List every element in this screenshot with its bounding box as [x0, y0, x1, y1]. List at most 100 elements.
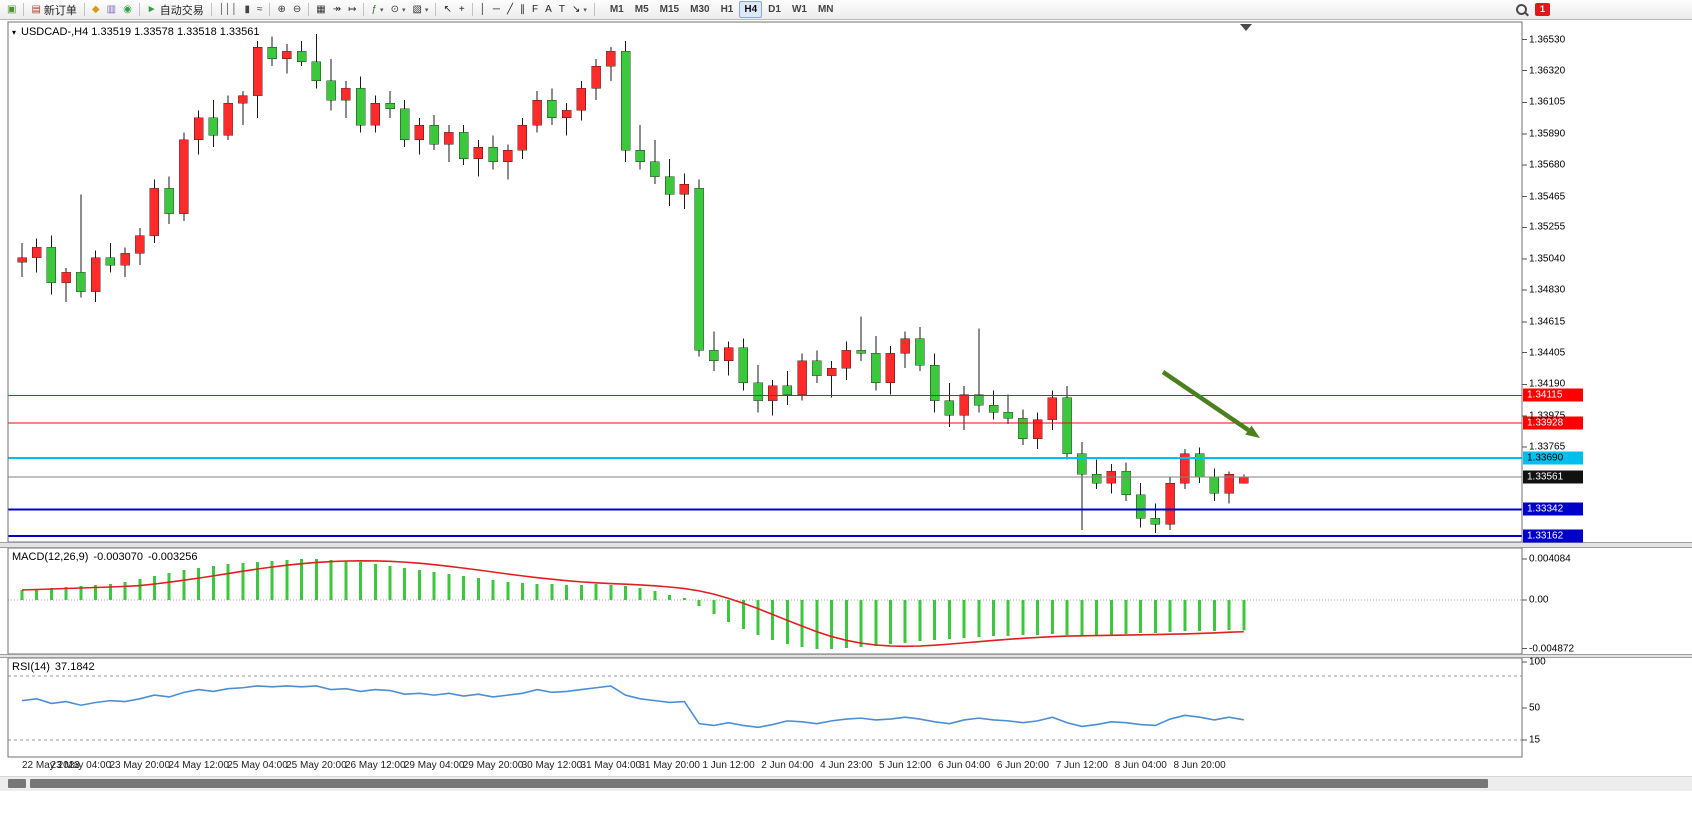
auto-scroll-icon: ↠	[332, 3, 342, 15]
equidistant-channel-button[interactable]: ∥	[517, 2, 528, 18]
vertical-line-button[interactable]: │	[477, 2, 489, 18]
crosshair-button[interactable]: +	[456, 2, 468, 18]
chevron-down-icon: ▾	[583, 6, 587, 14]
price-label-1.33342: 1.33342	[1523, 502, 1583, 516]
price-label-1.34115: 1.34115	[1523, 388, 1583, 402]
scrollbar-left-block[interactable]	[8, 779, 26, 788]
templates-icon: ▧	[412, 3, 422, 15]
macd-axis-0.004084: 0.004084	[1529, 553, 1571, 565]
price-tick-1.33975: 1.33975	[1529, 410, 1566, 422]
timeframe-button-m30[interactable]: M30	[690, 4, 710, 15]
toolbar-right-section: 1	[1516, 3, 1550, 16]
horizontal-scrollbar-thumb[interactable]	[30, 779, 1488, 788]
chart-shift-button[interactable]: ↦	[345, 2, 359, 18]
timeframe-button-w1[interactable]: W1	[791, 4, 807, 15]
pane-splitter-macd[interactable]	[0, 542, 1692, 548]
trendline-button[interactable]: ╱	[504, 2, 516, 18]
price-tick-1.34615: 1.34615	[1529, 316, 1566, 328]
candlestick-chart-button[interactable]: ▮	[241, 2, 253, 18]
toolbar-separator	[83, 3, 85, 16]
time-axis-label: 22 May 2023	[22, 760, 80, 771]
toolbar-separator	[435, 3, 437, 16]
tile-windows-button[interactable]: ▦	[313, 2, 328, 18]
timeframe-button-m5[interactable]: M5	[634, 4, 649, 15]
new-chart-icon: ▣	[7, 3, 17, 15]
main-toolbar: ▣ ▤ 新订单 ◆ ▥ ◉ ► 自动交易 │││ ▮ ≈ ⊕ ⊖ ▦ ↠ ↦ ƒ ▾ ⊙ ▾ ▧ ▾ ↖ + │ ─ ╱ ∥ F A T ↘ ▾…	[0, 0, 1692, 20]
text-button[interactable]: A	[542, 2, 555, 18]
timeframe-button-h4[interactable]: H4	[739, 1, 763, 18]
chevron-down-icon: ▾	[424, 6, 429, 14]
cursor-button[interactable]: ↖	[440, 2, 454, 18]
trendline-icon: ╱	[507, 3, 514, 15]
timeframe-button-mn[interactable]: MN	[817, 4, 834, 15]
timeframe-button-m1[interactable]: M1	[609, 4, 624, 15]
toolbar-separator	[471, 3, 473, 16]
auto-trading-icon: ►	[146, 3, 157, 15]
new-chart-button[interactable]: ▣	[4, 2, 19, 18]
time-axis-label: 8 Jun 20:00	[1173, 760, 1226, 771]
price-label-1.33162: 1.33162	[1523, 529, 1583, 543]
price-tick-1.35890: 1.35890	[1529, 128, 1566, 140]
metaeditor-button[interactable]: ◆	[89, 2, 103, 18]
timeframe-button-m15[interactable]: M15	[659, 4, 680, 15]
price-tick-1.34830: 1.34830	[1529, 284, 1566, 296]
time-axis-label: 5 Jun 12:00	[879, 760, 932, 771]
trend-arrow[interactable]	[1161, 370, 1260, 438]
time-axis-label: 29 May 20:00	[462, 760, 524, 771]
chart-shift-marker-icon[interactable]	[1240, 24, 1252, 31]
auto-scroll-button[interactable]: ↠	[330, 2, 344, 18]
horizontal-scrollbar-track[interactable]	[0, 776, 1692, 791]
time-axis-label: 26 May 12:00	[344, 760, 406, 771]
profiles-button[interactable]: ▥	[104, 2, 119, 18]
indicators-button[interactable]: ƒ ▾	[368, 2, 386, 18]
arrows-button[interactable]: ↘ ▾	[569, 2, 590, 18]
text-label-button[interactable]: T	[556, 2, 568, 18]
time-axis-label: 4 Jun 23:00	[820, 760, 873, 771]
notification-badge[interactable]: 1	[1535, 3, 1550, 16]
time-axis-label: 24 May 12:00	[168, 760, 229, 771]
timeframe-button-h1[interactable]: H1	[720, 4, 734, 15]
crosshair-icon: +	[458, 3, 465, 15]
line-chart-button[interactable]: ≈	[254, 2, 266, 18]
time-axis-label: 23 May 04:00	[50, 760, 112, 771]
bar-chart-button[interactable]: │││	[216, 2, 241, 18]
new-order-button[interactable]: ▤ 新订单	[28, 2, 79, 18]
vertical-line-icon: │	[479, 3, 486, 15]
symbol-dropdown-marker-icon[interactable]: ▾	[12, 27, 17, 37]
toolbar-separator	[138, 3, 140, 16]
pane-splitter-rsi[interactable]	[0, 654, 1692, 658]
toolbar-separator	[308, 3, 310, 16]
profiles-icon: ▥	[106, 3, 117, 15]
chevron-down-icon: ▾	[380, 6, 384, 14]
time-axis-label: 31 May 20:00	[639, 760, 700, 771]
time-axis-label: 8 Jun 04:00	[1114, 760, 1167, 771]
candlestick-chart-icon: ▮	[244, 3, 250, 15]
timeframe-button-d1[interactable]: D1	[768, 4, 781, 15]
refresh-button[interactable]: ◉	[120, 2, 135, 18]
text-icon: A	[545, 3, 552, 15]
search-icon[interactable]	[1516, 4, 1527, 15]
price-tick-1.35255: 1.35255	[1529, 221, 1566, 233]
auto-trading-button[interactable]: ► 自动交易	[144, 2, 207, 18]
zoom-in-button[interactable]: ⊕	[274, 2, 288, 18]
arrows-icon: ↘	[571, 3, 581, 15]
toolbar-button-groups: ▣ ▤ 新订单 ◆ ▥ ◉ ► 自动交易 │││ ▮ ≈ ⊕ ⊖ ▦ ↠ ↦ ƒ ▾ ⊙ ▾ ▧ ▾ ↖ + │ ─ ╱ ∥ F A T ↘ ▾	[4, 2, 590, 18]
price-tick-1.36530: 1.36530	[1529, 34, 1566, 46]
time-axis-label: 25 May 04:00	[227, 760, 288, 771]
rsi-indicator-label: RSI(14) 37.1842	[12, 661, 100, 673]
price-tick-1.35680: 1.35680	[1529, 159, 1566, 171]
bar-chart-icon: │││	[218, 3, 238, 15]
rsi-value: 37.1842	[54, 661, 95, 673]
time-axis-label: 31 May 04:00	[580, 760, 642, 771]
templates-button[interactable]: ▧ ▾	[409, 2, 431, 18]
zoom-out-button[interactable]: ⊖	[290, 2, 304, 18]
price-tick-1.34405: 1.34405	[1529, 347, 1566, 359]
periods-button[interactable]: ⊙ ▾	[388, 2, 409, 18]
macd-pane-background	[8, 548, 1522, 654]
fibonacci-button[interactable]: F	[529, 2, 541, 18]
new-order-button-label: 新订单	[43, 4, 77, 17]
horizontal-line-button[interactable]: ─	[490, 2, 503, 18]
